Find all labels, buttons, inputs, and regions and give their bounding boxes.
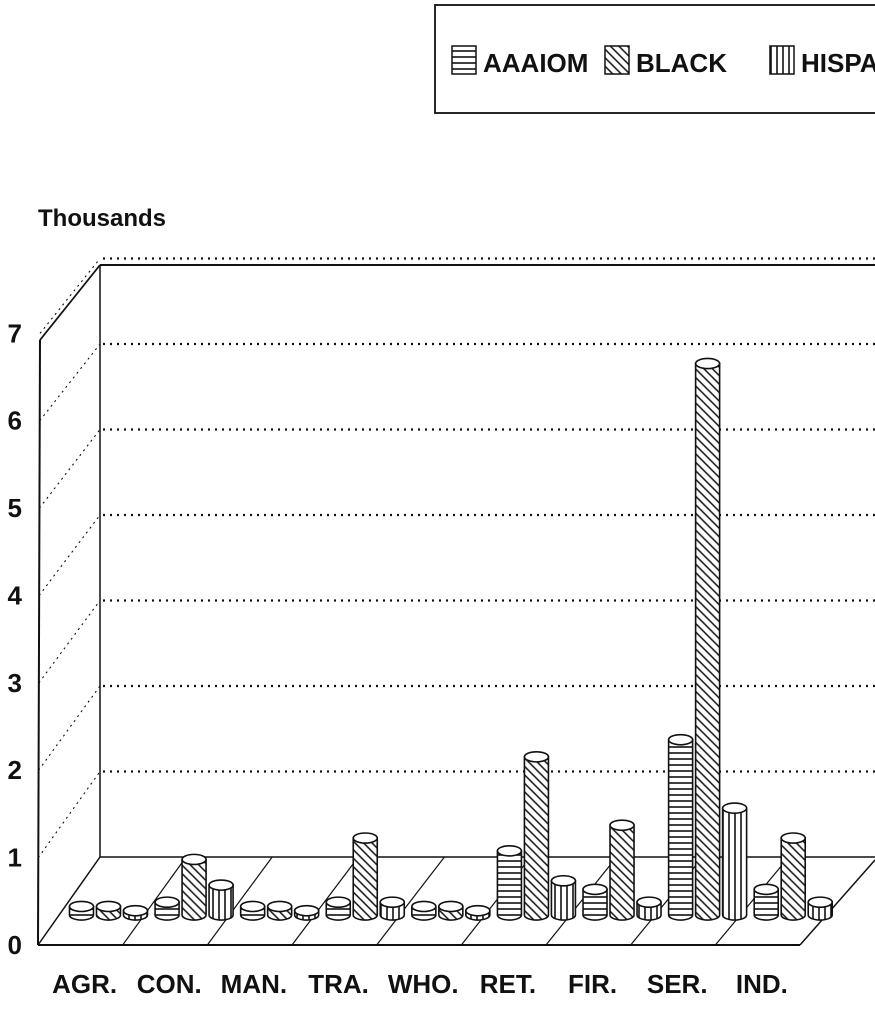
legend-item: HISPA: [769, 45, 875, 78]
side-gridline: [38, 600, 101, 684]
bar: [379, 896, 406, 921]
legend-item: BLACK: [604, 45, 727, 78]
x-tick-label: RET.: [480, 969, 536, 999]
gridlines: [37, 257, 875, 858]
bar: [325, 896, 352, 921]
bar: [411, 900, 437, 921]
bar: [523, 750, 550, 921]
x-tick-label: FIR.: [568, 969, 617, 999]
bar: [496, 845, 523, 921]
floor-divider: [545, 856, 618, 946]
bar: [694, 357, 721, 921]
x-tick-label: WHO.: [388, 969, 459, 999]
legend: AAAIOM BLACK HISPA: [434, 4, 875, 114]
floor-left-edge: [37, 856, 101, 946]
bar: [181, 853, 207, 921]
x-tick-label: MAN.: [221, 969, 287, 999]
bar: [352, 832, 379, 921]
bar: [239, 900, 266, 921]
floor-right-edge: [799, 859, 875, 946]
side-gridline: [38, 514, 101, 596]
x-tick-label: CON.: [137, 969, 202, 999]
y-tick-label: 0: [8, 930, 22, 960]
floor-divider: [122, 856, 187, 946]
bar: [122, 904, 149, 921]
legend-swatch: [769, 45, 795, 75]
chart-frame: [37, 264, 875, 946]
side-gridline: [37, 771, 101, 858]
bar: [753, 883, 780, 921]
legend-label: AAAIOM: [483, 48, 588, 78]
y-tick-label: 1: [8, 843, 22, 873]
y-tick-label: 7: [8, 318, 22, 348]
legend-swatch: [451, 45, 477, 75]
legend-label: BLACK: [636, 48, 727, 78]
legend-label: HISPA: [801, 48, 875, 78]
bar: [95, 900, 122, 921]
legend-swatch: [604, 45, 630, 75]
legend-box: [434, 4, 875, 114]
bar: [154, 896, 180, 921]
bar: [208, 879, 234, 921]
y-tick-label: 4: [8, 580, 23, 610]
x-tick-label: TRA.: [308, 969, 369, 999]
floor-divider: [206, 856, 273, 946]
bar: [609, 819, 635, 921]
y-tick-label: 5: [8, 493, 22, 523]
y-axis-line: [37, 339, 41, 946]
side-wall-top: [39, 264, 101, 341]
x-tick-label: SER.: [647, 969, 708, 999]
y-tick-label: 3: [8, 668, 22, 698]
y-ticks: 0 1 2 3 4 5 6 7: [8, 318, 23, 960]
bar: [582, 883, 608, 921]
side-gridline: [39, 343, 101, 422]
bar: [807, 896, 834, 921]
bar: [721, 802, 748, 921]
floor-divider: [291, 856, 359, 946]
floor-divider: [714, 856, 790, 946]
bar: [438, 900, 464, 921]
bar: [550, 874, 577, 921]
y-axis-label: Thousands: [38, 205, 166, 232]
legend-item: AAAIOM: [451, 45, 588, 78]
x-tick-label: IND.: [736, 969, 788, 999]
bar: [636, 896, 662, 921]
side-gridline: [38, 685, 101, 771]
bar: [68, 900, 95, 921]
side-gridline: [39, 429, 101, 509]
y-tick-label: 2: [8, 755, 22, 785]
bar: [780, 832, 807, 921]
y-tick-label: 6: [8, 406, 22, 436]
x-tick-label: AGR.: [52, 969, 117, 999]
bar: [293, 904, 320, 921]
bar: [667, 733, 694, 921]
bar: [465, 904, 491, 921]
x-ticks: AGR. CON. MAN. TRA. WHO. RET. FIR. SER. IND.: [52, 969, 788, 999]
bars: [68, 357, 834, 921]
side-gridline: [39, 258, 101, 334]
floor-divider: [376, 856, 445, 946]
bar: [266, 900, 293, 921]
